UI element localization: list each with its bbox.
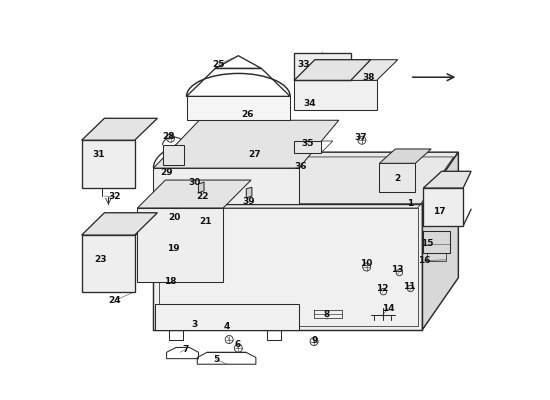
Text: 18: 18: [164, 277, 177, 286]
Polygon shape: [81, 140, 135, 188]
Text: 35: 35: [301, 139, 314, 148]
Text: 14: 14: [382, 304, 395, 313]
Polygon shape: [294, 80, 377, 110]
Polygon shape: [81, 235, 135, 292]
Text: 20: 20: [168, 214, 181, 222]
Text: 33: 33: [298, 60, 310, 69]
Text: a passion since 1985: a passion since 1985: [195, 260, 355, 303]
Polygon shape: [153, 152, 458, 204]
Text: 28: 28: [162, 132, 174, 141]
Polygon shape: [379, 163, 415, 192]
Polygon shape: [199, 182, 204, 193]
Polygon shape: [424, 171, 471, 188]
Text: 3: 3: [191, 320, 197, 329]
Polygon shape: [422, 152, 458, 330]
Polygon shape: [153, 168, 299, 204]
Text: 23: 23: [94, 255, 107, 264]
Text: 11: 11: [404, 282, 416, 291]
Text: 32: 32: [108, 192, 121, 201]
Polygon shape: [138, 208, 223, 282]
Text: 27: 27: [248, 150, 261, 159]
Text: 6: 6: [234, 340, 240, 349]
Text: 9: 9: [312, 336, 318, 345]
Text: 15: 15: [421, 239, 433, 248]
Text: 13: 13: [392, 265, 404, 274]
Polygon shape: [81, 213, 157, 235]
Polygon shape: [294, 60, 398, 80]
Text: 5: 5: [213, 355, 219, 364]
Polygon shape: [294, 141, 321, 153]
Polygon shape: [246, 187, 252, 198]
Text: 12: 12: [376, 284, 389, 293]
Text: 16: 16: [418, 256, 431, 265]
Text: 2: 2: [395, 174, 401, 182]
Text: 29: 29: [160, 168, 173, 177]
Polygon shape: [379, 149, 431, 163]
Text: 1: 1: [406, 200, 413, 208]
Text: 19: 19: [167, 244, 180, 253]
Text: 38: 38: [362, 73, 375, 82]
Text: 22: 22: [196, 192, 208, 201]
Text: 26: 26: [241, 110, 254, 119]
Polygon shape: [424, 188, 463, 226]
Polygon shape: [186, 96, 290, 120]
Text: 25: 25: [212, 60, 224, 69]
Text: 31: 31: [92, 150, 105, 159]
Text: 36: 36: [295, 162, 307, 171]
Text: 30: 30: [188, 178, 201, 186]
Polygon shape: [163, 145, 184, 165]
Text: 21: 21: [199, 218, 212, 226]
Polygon shape: [153, 120, 339, 168]
Polygon shape: [294, 60, 371, 80]
Text: 4: 4: [224, 322, 230, 331]
Polygon shape: [81, 118, 157, 140]
Polygon shape: [294, 52, 351, 80]
Text: 17: 17: [433, 207, 446, 216]
Polygon shape: [156, 304, 299, 330]
Text: 37: 37: [354, 132, 367, 142]
Text: 34: 34: [304, 99, 316, 108]
Polygon shape: [153, 204, 422, 330]
Polygon shape: [138, 180, 251, 208]
Text: 8: 8: [324, 310, 330, 319]
Text: eurosparts: eurosparts: [130, 204, 420, 248]
Text: 10: 10: [360, 259, 372, 268]
Text: 7: 7: [182, 345, 189, 354]
Text: 24: 24: [108, 296, 121, 305]
Text: 39: 39: [243, 198, 255, 206]
